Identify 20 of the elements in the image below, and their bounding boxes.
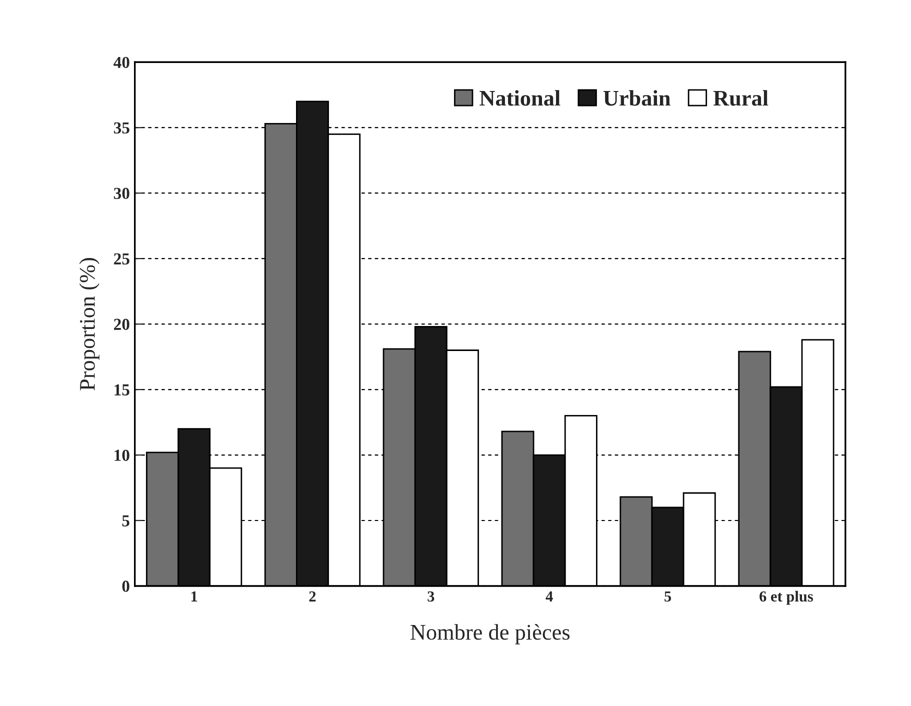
legend-label: Urbain: [603, 90, 670, 106]
x-tick-label: 1: [191, 591, 198, 602]
x-tick-label: 3: [428, 591, 434, 602]
legend-label: National: [480, 90, 560, 106]
y-tick-label: 35: [114, 122, 130, 134]
x-tick-label: 5: [664, 591, 672, 602]
y-tick-label: 15: [114, 384, 130, 396]
y-tick-label: 10: [114, 450, 130, 461]
x-tick-label: 6 et plus: [760, 590, 813, 605]
y-tick-label: 25: [114, 253, 130, 265]
y-tick-label: 30: [114, 188, 130, 200]
y-tick-label: 5: [122, 515, 130, 526]
legend-label: Rural: [713, 90, 768, 106]
y-tick-label: 0: [122, 580, 130, 592]
y-tick-label: 40: [114, 56, 130, 68]
x-tick-label: 2: [309, 591, 316, 602]
x-tick-label: 4: [546, 591, 553, 602]
x-axis-title: Nombre de pièces: [410, 624, 570, 644]
y-tick-label: 20: [114, 318, 130, 330]
y-axis-title: Proportion (%): [79, 258, 100, 390]
